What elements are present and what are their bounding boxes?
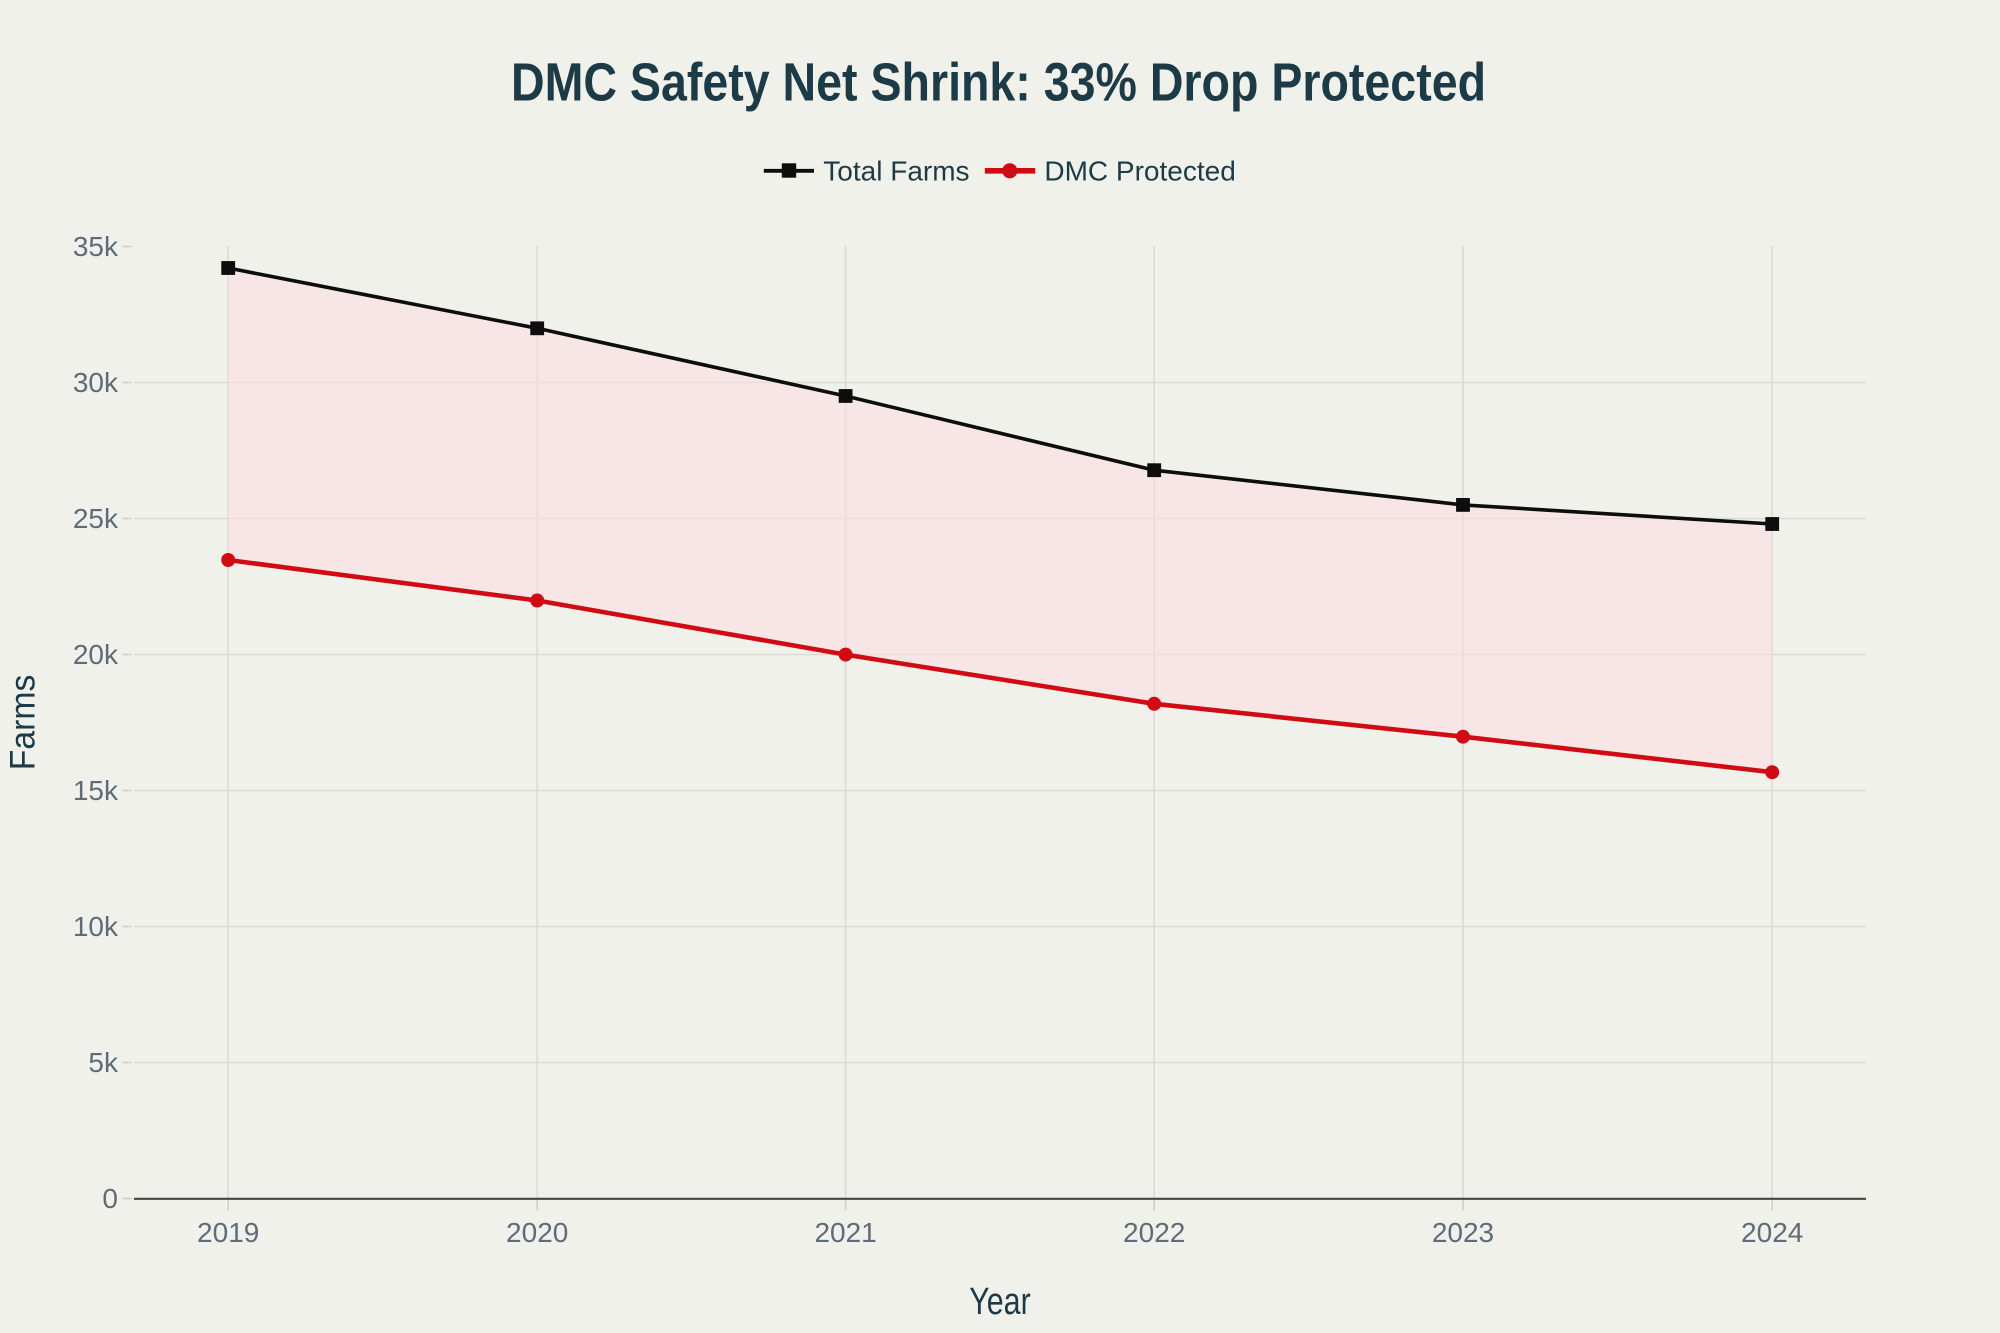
svg-text:5k: 5k	[88, 1047, 119, 1078]
svg-text:20k: 20k	[73, 639, 119, 670]
svg-text:2019: 2019	[197, 1217, 259, 1248]
svg-text:DMC Safety Net Shrink: 33% Dro: DMC Safety Net Shrink: 33% Drop Protecte…	[511, 51, 1486, 112]
svg-text:25k: 25k	[73, 503, 119, 534]
svg-text:2023: 2023	[1432, 1217, 1494, 1248]
svg-text:35k: 35k	[73, 231, 119, 262]
svg-text:2021: 2021	[814, 1217, 876, 1248]
svg-text:Year: Year	[969, 1281, 1030, 1323]
svg-text:2020: 2020	[506, 1217, 568, 1248]
svg-text:2022: 2022	[1123, 1217, 1185, 1248]
svg-text:0: 0	[102, 1183, 118, 1214]
svg-text:30k: 30k	[73, 367, 119, 398]
svg-text:Total Farms: Total Farms	[823, 155, 969, 186]
svg-text:15k: 15k	[73, 775, 119, 806]
svg-text:Farms: Farms	[4, 675, 43, 771]
svg-text:10k: 10k	[73, 911, 119, 942]
svg-text:DMC Protected: DMC Protected	[1044, 155, 1235, 186]
svg-text:2024: 2024	[1741, 1217, 1803, 1248]
